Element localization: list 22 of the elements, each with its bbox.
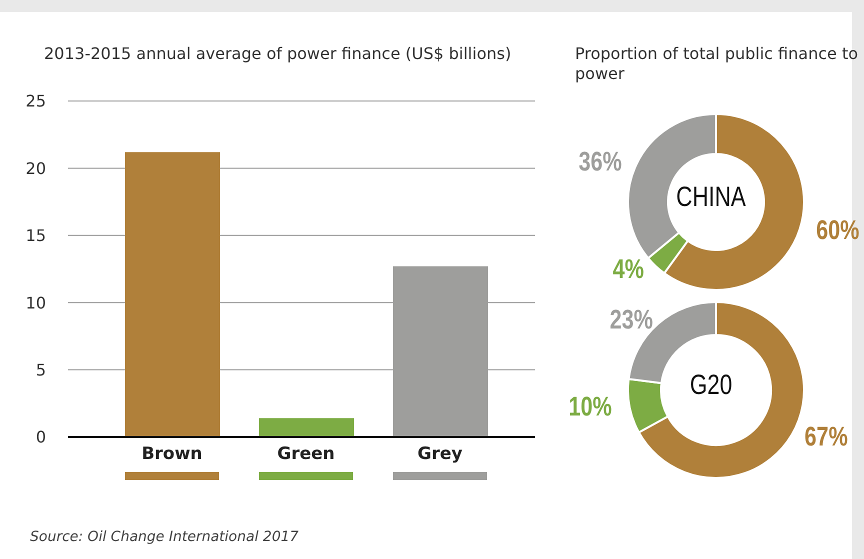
y-tick-label: 10 <box>26 293 46 312</box>
chart-title: Proportion of total public finance to power <box>575 44 859 84</box>
data-label: 23% <box>610 305 654 336</box>
text: CHINA <box>676 182 746 212</box>
data-label: 10% <box>568 392 612 422</box>
text: G20 <box>690 370 732 400</box>
y-tick-label: 5 <box>36 360 46 380</box>
x-tick-label: Green <box>277 444 335 464</box>
y-tick-label: 0 <box>36 428 46 447</box>
y-tick-label: 20 <box>26 158 46 178</box>
y-tick-label: 15 <box>26 226 46 246</box>
y-tick-label: 25 <box>26 92 46 111</box>
data-label: 36% <box>578 147 622 178</box>
x-tick-label: Grey <box>418 444 462 464</box>
chart-title: 2013-2015 annual average of power finance (US$ billions) <box>44 44 512 63</box>
data-label: 4% <box>612 254 644 285</box>
x-tick-label: Brown <box>142 444 202 464</box>
bar <box>125 152 220 437</box>
bar <box>259 418 354 437</box>
source-note: Source: Oil Change International 2017 <box>30 529 299 545</box>
data-label: 67% <box>804 422 848 452</box>
data-label: 60% <box>816 216 860 246</box>
